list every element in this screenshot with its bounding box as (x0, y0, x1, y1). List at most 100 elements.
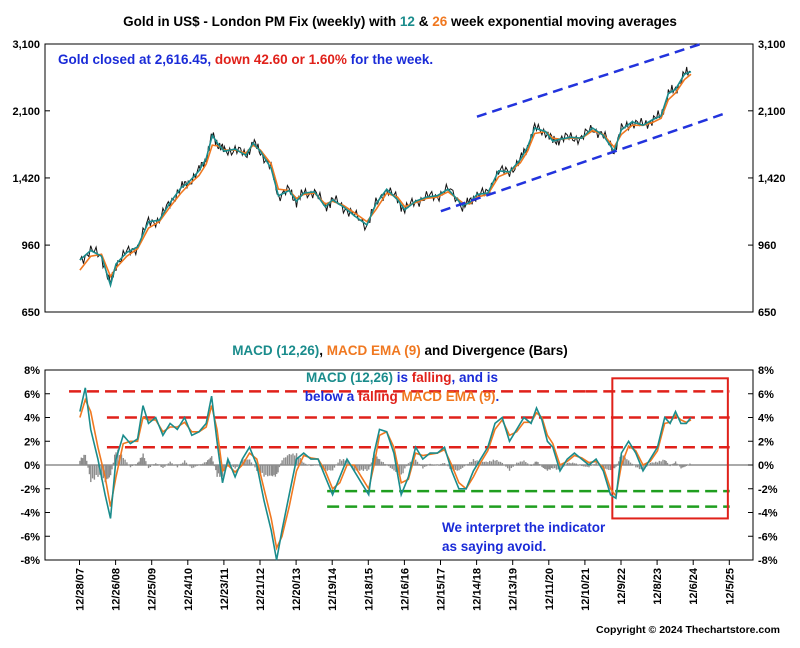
divergence-bar (492, 459, 495, 465)
divergence-bar (638, 465, 641, 470)
divergence-bar (265, 465, 267, 475)
divergence-bar (588, 465, 590, 468)
x-tick-label: 12/14/18 (472, 568, 484, 611)
macd-note1-part-2: falling (412, 370, 452, 385)
macd-note1-part-1: is (393, 370, 412, 385)
divergence-bar (95, 465, 97, 475)
top-title-part-2: & (415, 14, 432, 29)
x-tick-label: 12/23/11 (219, 568, 231, 610)
top-chart-title: Gold in US$ - London PM Fix (weekly) wit… (123, 14, 677, 29)
divergence-bar (503, 464, 505, 466)
top-tick-label-right: 1,420 (758, 173, 786, 185)
divergence-bar (413, 460, 415, 465)
divergence-bar (618, 461, 620, 465)
divergence-bar (169, 461, 171, 465)
macd-note2-part-2: MACD EMA (9) (402, 389, 496, 404)
divergence-bar (281, 460, 283, 465)
macd-note2-part-3: . (496, 389, 500, 404)
divergence-bar (147, 465, 150, 469)
divergence-bar (153, 464, 155, 465)
divergence-bar (206, 460, 209, 465)
divergence-bar (550, 465, 553, 469)
divergence-bar (104, 465, 106, 483)
divergence-bar (512, 465, 514, 467)
divergence-bar (224, 465, 226, 468)
divergence-bar (196, 465, 198, 466)
divergence-bar (362, 465, 365, 471)
divergence-bar (167, 463, 170, 465)
divergence-bar (467, 463, 469, 465)
divergence-bar (575, 463, 578, 465)
divergence-bar (91, 465, 94, 479)
divergence-bar (111, 465, 113, 470)
divergence-bar (404, 465, 406, 469)
divergence-bar (370, 462, 373, 465)
top-title-part-4: week exponential moving averages (447, 14, 677, 29)
divergence-bar (194, 465, 197, 467)
divergence-bar (683, 465, 685, 468)
divergence-bar (544, 465, 546, 469)
divergence-bar (387, 465, 390, 467)
divergence-bar (684, 465, 686, 467)
divergence-bar (647, 464, 650, 466)
divergence-bar (333, 465, 336, 468)
divergence-bar (84, 454, 87, 465)
divergence-bar (83, 454, 85, 465)
x-tick-label: 12/10/21 (580, 568, 592, 611)
divergence-bar (189, 465, 191, 467)
x-tick-label: 12/9/22 (616, 568, 628, 605)
divergence-bar (416, 461, 419, 465)
x-tick-label: 12/13/19 (508, 568, 520, 611)
bottom-chart-title: MACD (12,26), MACD EMA (9) and Divergenc… (232, 343, 568, 358)
divergence-bar (447, 465, 449, 467)
divergence-bar (510, 465, 513, 469)
divergence-bar (306, 464, 309, 465)
divergence-bar (109, 465, 112, 476)
divergence-bar (514, 464, 516, 466)
divergence-bar (591, 465, 594, 466)
divergence-bar (382, 462, 384, 465)
divergence-bar (460, 465, 462, 470)
top-title-part-1: 12 (400, 14, 415, 29)
divergence-bar (139, 457, 142, 465)
divergence-bar (378, 459, 381, 465)
divergence-bar (488, 460, 491, 465)
divergence-bar (232, 465, 235, 468)
divergence-bar (324, 465, 327, 470)
divergence-bar (366, 465, 368, 471)
divergence-bar (160, 465, 162, 468)
top-y-axis-right: 3,100 2,100 1,420 960 650 (748, 39, 786, 319)
divergence-bar (541, 465, 543, 468)
divergence-bar (93, 465, 96, 480)
divergence-bar (142, 453, 144, 465)
divergence-bar (180, 463, 182, 465)
divergence-bar (151, 465, 153, 466)
bottom-tick-label-left: 0% (24, 460, 40, 472)
bottom-tick-label-left: -8% (20, 555, 40, 567)
divergence-bar (425, 465, 428, 467)
divergence-bar (386, 465, 388, 466)
divergence-bar (433, 464, 435, 465)
divergence-bar (155, 463, 157, 465)
divergence-bar (649, 462, 652, 465)
bottom-tick-label-right: 8% (758, 365, 774, 377)
divergence-bar (203, 462, 206, 465)
divergence-bar (135, 464, 137, 465)
x-tick-label: 12/28/07 (75, 568, 87, 611)
divergence-bar (353, 465, 356, 471)
divergence-bar (420, 465, 422, 466)
divergence-bar (474, 460, 476, 465)
divergence-bar (259, 465, 262, 474)
divergence-bar (174, 465, 177, 466)
divergence-bar (584, 465, 587, 467)
divergence-bar (434, 464, 437, 466)
divergence-bar (270, 465, 272, 476)
bottom-tick-label-left: 2% (24, 436, 40, 448)
divergence-bar (208, 459, 210, 465)
divergence-bar (631, 463, 633, 465)
divergence-bar (553, 465, 556, 469)
divergence-bar (656, 462, 659, 465)
divergence-bar (348, 462, 350, 465)
divergence-bar (211, 456, 213, 465)
divergence-bar (326, 465, 328, 471)
